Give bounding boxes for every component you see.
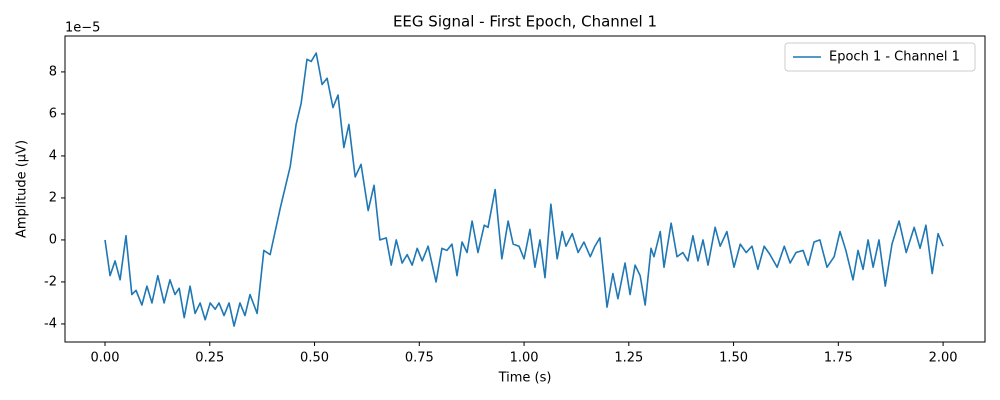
y-tick-label: 6	[49, 106, 57, 121]
x-tick-label: 1.75	[824, 351, 853, 366]
x-tick-label: 0.00	[91, 351, 120, 366]
legend-box	[784, 42, 976, 72]
x-tick-label: 0.75	[405, 351, 434, 366]
y-tick-label: 8	[49, 64, 57, 79]
y-tick-label: -2	[44, 274, 57, 289]
x-tick-label: 1.25	[614, 351, 643, 366]
y-tick-label: 2	[49, 190, 57, 205]
plot-frame	[64, 35, 986, 343]
chart-title: EEG Signal - First Epoch, Channel 1	[393, 13, 657, 31]
y-offset-label: 1e−5	[65, 21, 100, 36]
x-tick-label: 1.00	[510, 351, 539, 366]
x-tick-label: 0.25	[195, 351, 224, 366]
x-tick-label: 1.50	[719, 351, 748, 366]
x-tick-label: 2.00	[929, 351, 958, 366]
signal-line	[104, 52, 944, 327]
y-axis-label: Amplitude (µV)	[15, 140, 30, 238]
y-tick-label: -4	[44, 316, 57, 331]
x-tick-label: 0.50	[300, 351, 329, 366]
y-tick-label: 0	[49, 232, 57, 247]
y-tick-label: 4	[49, 148, 57, 163]
x-axis-label: Time (s)	[498, 371, 552, 386]
legend-label: Epoch 1 - Channel 1	[829, 50, 960, 65]
